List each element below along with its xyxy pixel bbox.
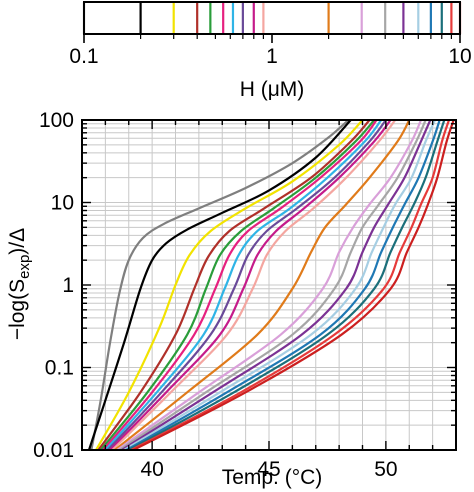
main-plot: 40 45 50 0.01 0.1 1 10 100 (33, 109, 457, 481)
series-line-8 (109, 120, 392, 450)
colorbar-tick-label: 10 (448, 45, 471, 68)
series-line-3 (97, 120, 371, 450)
x-tick-label: 45 (257, 458, 280, 481)
series-line-1 (87, 120, 352, 450)
y-axis-label-end: )/Δ (6, 228, 29, 255)
concentration-colorbar (82, 1, 462, 35)
y-tick-label: 1 (62, 274, 74, 297)
y-axis-label-main: −log(S (6, 279, 29, 340)
colorbar-tick-label: 1 (266, 45, 278, 68)
colorbar-tick-label: 0.1 (69, 45, 98, 68)
series-line-12 (118, 120, 427, 450)
y-tick-label: 0.1 (45, 357, 74, 380)
y-axis-label: −log(Sexp)/Δ (6, 228, 33, 340)
series-line-4 (99, 120, 376, 450)
concentration-axis: 0.1 1 10 (69, 34, 472, 68)
x-tick-label: 50 (374, 458, 397, 481)
series-line-5 (102, 120, 378, 450)
series-line-7 (106, 120, 387, 450)
colorbar-x-label: H (μM) (240, 78, 305, 101)
colorbar-background (84, 2, 460, 34)
series-line-16 (128, 120, 446, 450)
series-line-15 (125, 120, 441, 450)
axes: 40 45 50 0.01 0.1 1 10 100 (33, 109, 457, 481)
y-axis-label-subscript: exp (16, 255, 33, 279)
x-axis-label: Temp. (°C) (222, 466, 323, 489)
series-line-0 (90, 120, 350, 450)
series-line-17 (130, 120, 451, 450)
series-line-9 (111, 120, 397, 450)
series-line-2 (95, 120, 364, 450)
series-clip-group (87, 120, 455, 450)
y-tick-label: 10 (51, 192, 74, 215)
series-lines (87, 120, 455, 450)
x-tick-label: 40 (140, 458, 163, 481)
series-line-14 (123, 120, 436, 450)
series-line-10 (114, 120, 411, 450)
series-line-6 (104, 120, 383, 450)
y-tick-label: 100 (39, 109, 74, 132)
series-line-18 (132, 120, 455, 450)
y-tick-label: 0.01 (33, 439, 74, 462)
series-line-13 (121, 120, 432, 450)
series-line-11 (116, 120, 422, 450)
